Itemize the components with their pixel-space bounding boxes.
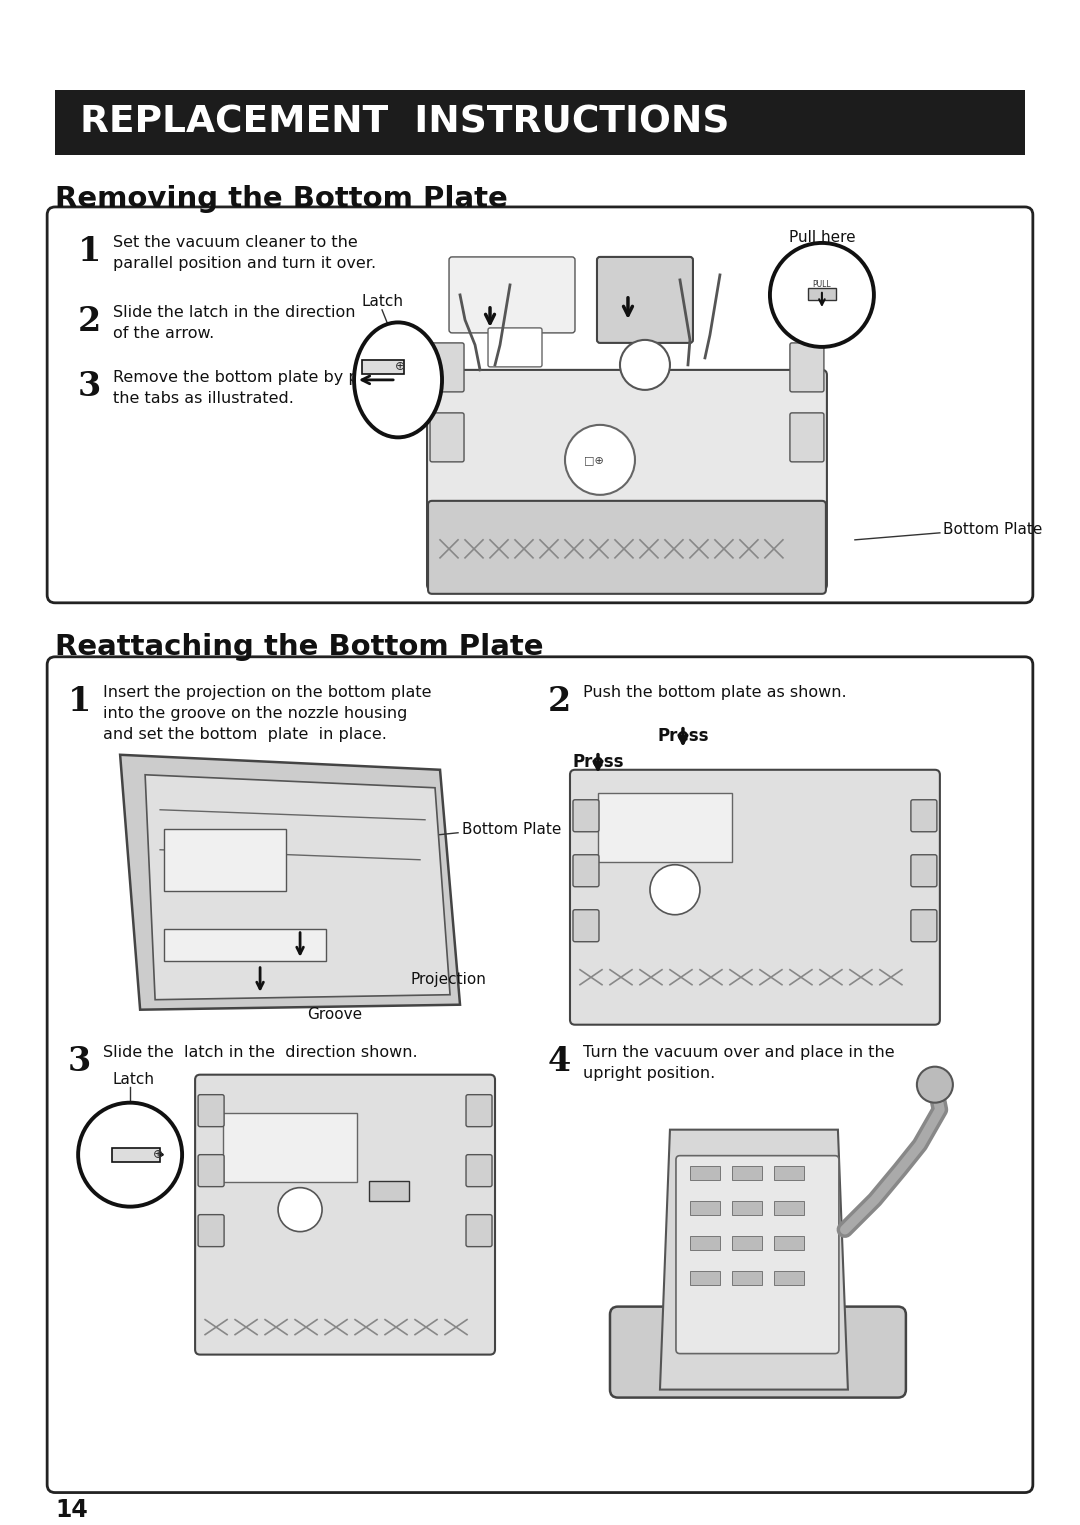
Text: Groove: Groove — [308, 1006, 363, 1022]
FancyBboxPatch shape — [774, 1235, 804, 1249]
Text: Reattaching the Bottom Plate: Reattaching the Bottom Plate — [55, 633, 543, 660]
FancyBboxPatch shape — [55, 90, 1025, 156]
FancyBboxPatch shape — [198, 1154, 224, 1186]
Text: Press: Press — [462, 276, 517, 294]
Polygon shape — [120, 755, 460, 1010]
Circle shape — [620, 340, 670, 390]
FancyBboxPatch shape — [732, 1235, 761, 1249]
Text: Turn the vacuum over and place in the
upright position.: Turn the vacuum over and place in the up… — [583, 1045, 894, 1081]
Text: Set the vacuum cleaner to the
parallel position and turn it over.: Set the vacuum cleaner to the parallel p… — [113, 235, 376, 271]
FancyBboxPatch shape — [488, 328, 542, 368]
FancyBboxPatch shape — [362, 360, 404, 374]
Text: 14: 14 — [55, 1498, 87, 1522]
FancyBboxPatch shape — [198, 1214, 224, 1246]
Text: Insert the projection on the bottom plate
into the groove on the nozzle housing
: Insert the projection on the bottom plat… — [103, 685, 432, 741]
FancyBboxPatch shape — [808, 288, 836, 300]
Text: Press: Press — [600, 276, 656, 294]
FancyBboxPatch shape — [428, 500, 826, 593]
FancyBboxPatch shape — [732, 1165, 761, 1180]
FancyBboxPatch shape — [224, 1113, 357, 1182]
Text: 2: 2 — [78, 305, 102, 339]
FancyBboxPatch shape — [112, 1148, 160, 1162]
Text: 4: 4 — [548, 1045, 571, 1078]
FancyBboxPatch shape — [369, 1180, 409, 1200]
Text: Removing the Bottom Plate: Removing the Bottom Plate — [55, 185, 508, 214]
FancyBboxPatch shape — [198, 1095, 224, 1127]
FancyBboxPatch shape — [690, 1270, 720, 1284]
Text: □⊕: □⊕ — [584, 454, 604, 465]
FancyBboxPatch shape — [573, 799, 599, 831]
Text: Projection: Projection — [410, 973, 486, 987]
Text: 3: 3 — [78, 371, 102, 403]
FancyBboxPatch shape — [774, 1165, 804, 1180]
Text: Push the bottom plate as shown.: Push the bottom plate as shown. — [583, 685, 847, 700]
Text: Press: Press — [658, 727, 708, 744]
Text: Bottom Plate: Bottom Plate — [462, 822, 562, 837]
Circle shape — [78, 1103, 183, 1206]
FancyBboxPatch shape — [910, 799, 936, 831]
FancyBboxPatch shape — [48, 207, 1032, 602]
Text: ⊕: ⊕ — [153, 1148, 163, 1161]
Text: Latch: Latch — [361, 294, 403, 310]
FancyBboxPatch shape — [690, 1165, 720, 1180]
Text: PULL: PULL — [812, 281, 832, 290]
FancyBboxPatch shape — [573, 910, 599, 942]
Text: 3: 3 — [68, 1045, 92, 1078]
Text: Press: Press — [572, 753, 624, 770]
FancyBboxPatch shape — [910, 910, 936, 942]
FancyBboxPatch shape — [164, 828, 286, 891]
FancyBboxPatch shape — [690, 1235, 720, 1249]
FancyBboxPatch shape — [732, 1270, 761, 1284]
FancyBboxPatch shape — [467, 1154, 492, 1186]
FancyBboxPatch shape — [598, 793, 732, 862]
FancyBboxPatch shape — [427, 371, 827, 590]
FancyBboxPatch shape — [774, 1270, 804, 1284]
FancyBboxPatch shape — [610, 1307, 906, 1397]
Text: 1: 1 — [68, 685, 92, 718]
Text: 2: 2 — [548, 685, 571, 718]
FancyBboxPatch shape — [910, 854, 936, 886]
Circle shape — [278, 1188, 322, 1232]
FancyBboxPatch shape — [467, 1214, 492, 1246]
FancyBboxPatch shape — [573, 854, 599, 886]
Text: ⊕: ⊕ — [395, 360, 405, 374]
Polygon shape — [660, 1130, 848, 1389]
FancyBboxPatch shape — [732, 1200, 761, 1214]
Text: Remove the bottom plate by pulling
the tabs as illustrated.: Remove the bottom plate by pulling the t… — [113, 371, 403, 406]
FancyBboxPatch shape — [789, 343, 824, 392]
Text: Bottom Plate: Bottom Plate — [943, 523, 1042, 537]
Text: Slide the  latch in the  direction shown.: Slide the latch in the direction shown. — [103, 1045, 418, 1060]
FancyBboxPatch shape — [570, 770, 940, 1025]
Circle shape — [650, 865, 700, 915]
FancyBboxPatch shape — [690, 1200, 720, 1214]
Text: Pull here: Pull here — [788, 230, 855, 246]
FancyBboxPatch shape — [789, 413, 824, 462]
Text: Slide the latch in the direction
of the arrow.: Slide the latch in the direction of the … — [113, 305, 355, 342]
Text: REPLACEMENT  INSTRUCTIONS: REPLACEMENT INSTRUCTIONS — [80, 105, 730, 140]
FancyBboxPatch shape — [597, 256, 693, 343]
FancyBboxPatch shape — [676, 1156, 839, 1354]
Ellipse shape — [354, 322, 442, 438]
FancyBboxPatch shape — [774, 1200, 804, 1214]
Text: Latch: Latch — [112, 1072, 154, 1087]
FancyBboxPatch shape — [195, 1075, 495, 1354]
FancyBboxPatch shape — [430, 413, 464, 462]
FancyBboxPatch shape — [449, 256, 575, 332]
FancyBboxPatch shape — [48, 657, 1032, 1493]
Circle shape — [917, 1066, 953, 1103]
Circle shape — [565, 425, 635, 494]
FancyBboxPatch shape — [430, 343, 464, 392]
Circle shape — [770, 242, 874, 346]
Text: 1: 1 — [78, 235, 102, 268]
FancyBboxPatch shape — [467, 1095, 492, 1127]
FancyBboxPatch shape — [164, 929, 326, 961]
Polygon shape — [145, 775, 450, 1000]
